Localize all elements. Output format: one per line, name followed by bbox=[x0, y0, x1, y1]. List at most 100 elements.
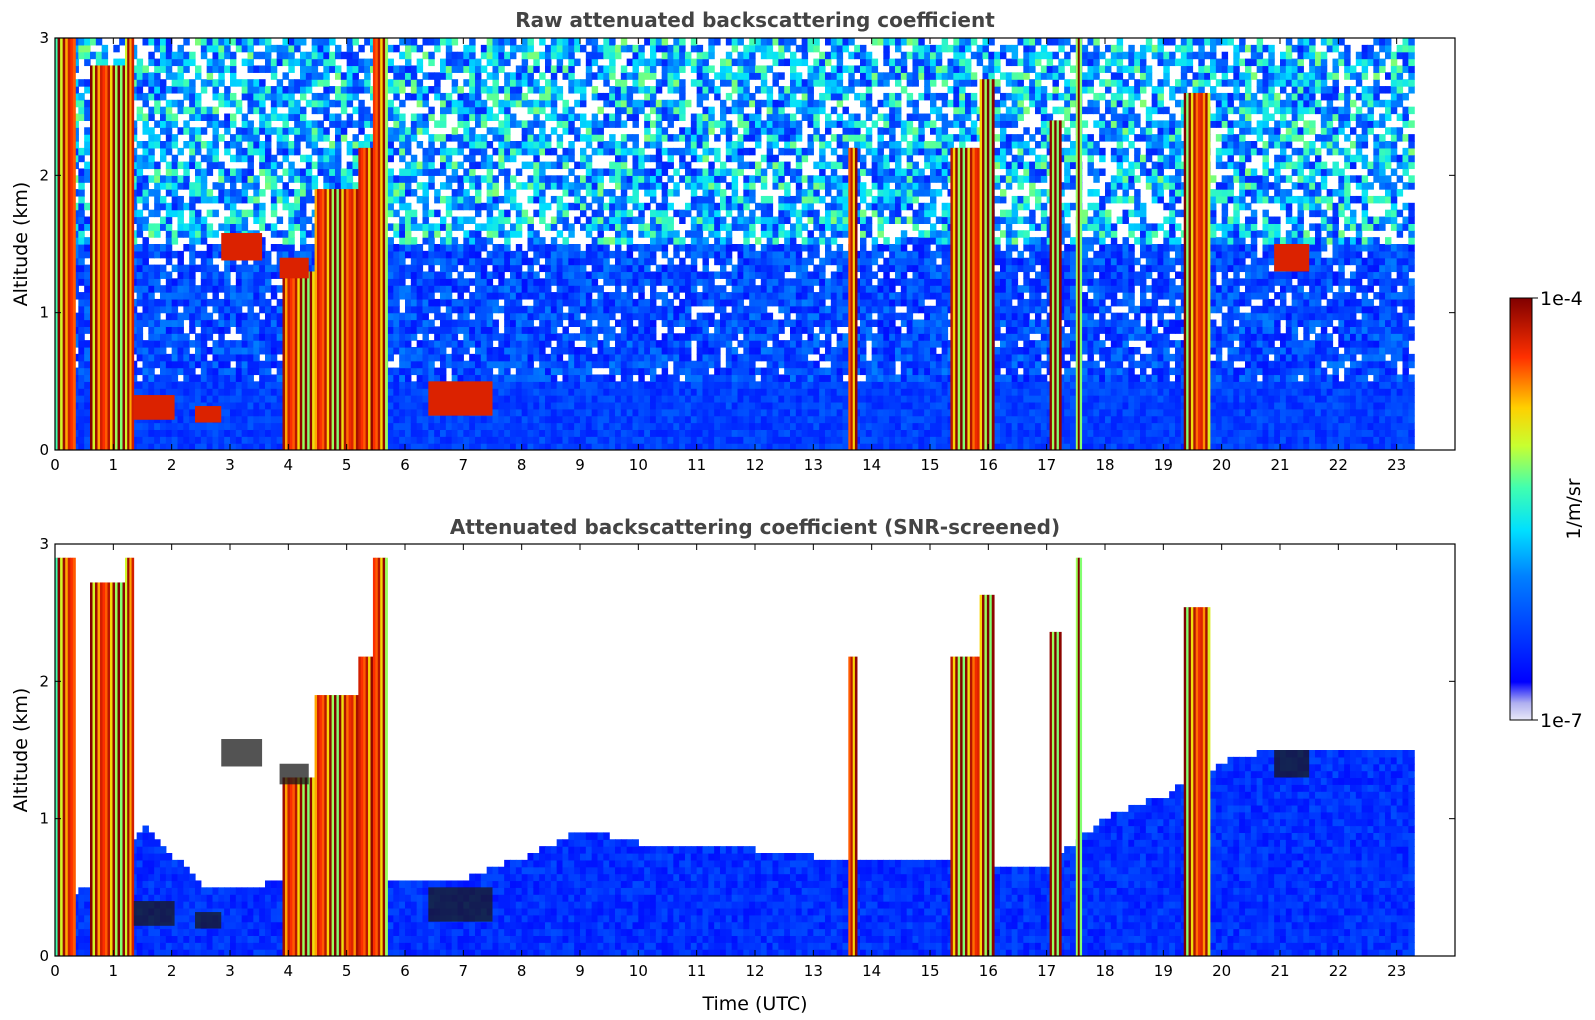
heatmap-cell bbox=[445, 326, 453, 334]
heatmap-cell bbox=[615, 168, 622, 176]
heatmap-cell bbox=[644, 120, 651, 128]
heatmap-cell bbox=[545, 305, 552, 314]
heatmap-cell bbox=[136, 257, 144, 266]
heatmap-cell bbox=[562, 106, 569, 115]
heatmap-cell bbox=[469, 154, 476, 163]
heatmap-cell bbox=[574, 189, 581, 197]
heatmap-cell bbox=[218, 298, 225, 307]
heatmap-cell bbox=[521, 395, 529, 403]
heatmap-cell bbox=[393, 134, 400, 142]
heatmap-cell bbox=[399, 257, 406, 266]
heatmap-cell bbox=[154, 161, 161, 170]
heatmap-cell bbox=[136, 292, 144, 300]
heatmap-cell bbox=[247, 99, 254, 108]
heatmap-cell bbox=[545, 271, 552, 279]
heatmap-cell bbox=[154, 72, 161, 80]
heatmap-cell bbox=[580, 257, 587, 266]
heatmap-cell bbox=[568, 319, 575, 327]
heatmap-cell bbox=[113, 58, 120, 67]
heatmap-cell bbox=[556, 278, 564, 286]
heatmap-cell bbox=[486, 168, 494, 176]
heatmap-cell bbox=[171, 99, 179, 108]
heatmap-cell bbox=[545, 429, 552, 437]
heatmap-cell bbox=[189, 92, 196, 101]
heatmap-cell bbox=[84, 237, 91, 245]
heatmap-cell bbox=[212, 141, 219, 149]
heatmap-cell bbox=[177, 395, 184, 403]
heatmap-cell bbox=[265, 408, 272, 417]
heatmap-cell bbox=[224, 292, 231, 300]
heatmap-cell bbox=[195, 182, 202, 190]
heatmap-cell bbox=[486, 127, 494, 135]
heatmap-cell bbox=[247, 120, 254, 128]
heatmap-cell bbox=[276, 443, 284, 450]
heatmap-cell bbox=[469, 429, 476, 437]
heatmap-cell bbox=[574, 271, 581, 279]
heatmap-cell bbox=[638, 161, 645, 170]
heatmap-cell bbox=[440, 312, 447, 321]
heatmap-cell bbox=[615, 415, 622, 424]
heatmap-cell bbox=[550, 305, 558, 314]
heatmap-cell bbox=[300, 106, 307, 115]
heatmap-cell bbox=[504, 38, 511, 46]
heatmap-cell bbox=[463, 99, 470, 108]
heatmap-cell bbox=[224, 353, 231, 362]
heatmap-cell bbox=[206, 429, 214, 437]
heatmap-cell bbox=[463, 278, 470, 286]
heatmap-cell bbox=[142, 312, 149, 321]
heatmap-cell bbox=[574, 347, 581, 355]
heatmap-cell bbox=[142, 161, 149, 170]
heatmap-cell bbox=[597, 51, 604, 60]
heatmap-cell bbox=[230, 415, 237, 424]
heatmap-cell bbox=[416, 244, 424, 252]
heatmap-cell bbox=[171, 278, 179, 286]
heatmap-cell bbox=[556, 65, 564, 73]
heatmap-cell bbox=[597, 141, 604, 149]
heatmap-cell bbox=[480, 353, 488, 362]
heatmap-cell bbox=[457, 216, 464, 224]
heatmap-cell bbox=[317, 147, 324, 156]
heatmap-cell bbox=[638, 401, 645, 410]
heatmap-cell bbox=[136, 161, 144, 170]
heatmap-cell bbox=[195, 99, 202, 108]
heatmap-cell bbox=[346, 58, 354, 67]
heatmap-cell bbox=[527, 401, 534, 410]
heatmap-cell bbox=[591, 72, 599, 80]
heatmap-cell bbox=[626, 312, 634, 321]
heatmap-cell bbox=[241, 388, 249, 396]
heatmap-cell bbox=[556, 388, 564, 396]
heatmap-cell bbox=[177, 223, 184, 231]
heatmap-cell bbox=[136, 285, 144, 293]
heatmap-cell bbox=[480, 305, 488, 314]
heatmap-cell bbox=[393, 388, 400, 396]
heatmap-cell bbox=[84, 292, 91, 300]
heatmap-cell bbox=[585, 408, 593, 417]
heatmap-cell bbox=[521, 401, 529, 410]
heatmap-cell bbox=[212, 278, 219, 286]
heatmap-cell bbox=[387, 175, 394, 183]
heatmap-cell bbox=[539, 298, 546, 307]
heatmap-cell bbox=[294, 175, 301, 183]
heatmap-cell bbox=[457, 257, 464, 266]
heatmap-cell bbox=[171, 436, 179, 444]
heatmap-cell bbox=[428, 319, 435, 327]
heatmap-cell bbox=[346, 92, 354, 101]
heatmap-cell bbox=[218, 189, 225, 197]
heatmap-cell bbox=[603, 44, 610, 53]
heatmap-cell bbox=[165, 436, 173, 444]
heatmap-cell bbox=[451, 147, 459, 156]
heatmap-cell bbox=[504, 374, 511, 382]
heatmap-cell bbox=[90, 38, 97, 46]
heatmap-cell bbox=[580, 223, 587, 231]
heatmap-cell bbox=[165, 72, 173, 80]
heatmap-cell bbox=[224, 65, 231, 73]
heatmap-cell bbox=[177, 182, 184, 190]
heatmap-cell bbox=[422, 195, 429, 204]
heatmap-cell bbox=[235, 209, 243, 218]
heatmap-cell bbox=[300, 72, 307, 80]
heatmap-cell bbox=[533, 106, 540, 115]
heatmap-cell bbox=[533, 422, 540, 430]
heatmap-cell bbox=[580, 408, 587, 417]
heatmap-cell bbox=[165, 237, 173, 245]
heatmap-cell bbox=[434, 305, 441, 314]
